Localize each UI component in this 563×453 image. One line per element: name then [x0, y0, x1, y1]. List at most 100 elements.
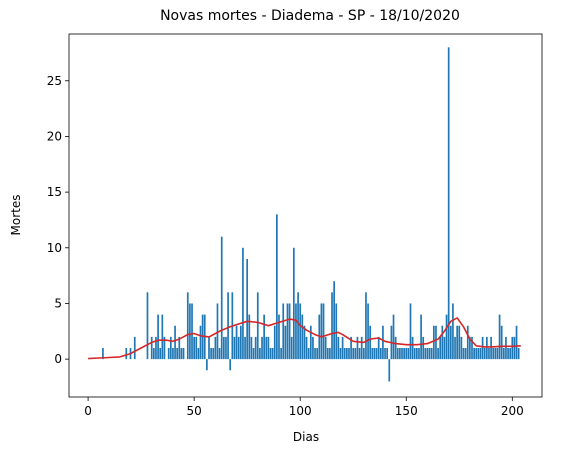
bar — [259, 348, 261, 360]
bar — [155, 336, 157, 360]
y-tick-label: 10 — [47, 241, 62, 255]
bar — [405, 348, 408, 360]
bar — [278, 314, 280, 360]
bar — [267, 336, 270, 360]
bar — [392, 314, 395, 360]
bar — [460, 336, 463, 360]
bar — [382, 325, 384, 360]
bar — [322, 303, 325, 360]
bar — [498, 314, 501, 360]
y-axis-label: Mortes — [9, 195, 23, 236]
bar — [206, 359, 208, 371]
bar — [367, 303, 369, 360]
bar — [235, 325, 238, 360]
bar — [265, 336, 268, 360]
bar — [254, 336, 257, 360]
bar — [216, 303, 219, 360]
bar — [437, 348, 439, 360]
bar — [426, 348, 429, 360]
bar — [360, 336, 363, 360]
bar — [481, 336, 484, 360]
bar — [214, 336, 217, 360]
y-tick-label: 20 — [47, 129, 62, 143]
bar — [424, 348, 427, 360]
trend-line-series — [88, 317, 521, 360]
bar — [292, 247, 295, 360]
bar — [379, 348, 382, 360]
bar — [161, 314, 164, 360]
bar — [309, 325, 312, 360]
bar — [384, 348, 386, 360]
bar — [197, 348, 200, 360]
bar — [191, 303, 193, 360]
bar — [477, 348, 480, 360]
chart-title: Novas mortes - Diadema - SP - 18/10/2020 — [160, 8, 460, 24]
bar — [299, 303, 302, 360]
bar — [348, 348, 350, 360]
bar — [227, 292, 229, 360]
x-tick-label: 200 — [501, 404, 524, 418]
bar — [333, 281, 335, 360]
bar — [320, 303, 323, 360]
bar — [462, 348, 465, 360]
bar — [199, 325, 202, 360]
x-tick-label: 50 — [187, 404, 202, 418]
bar — [186, 292, 189, 360]
bar — [369, 325, 372, 360]
bar — [447, 47, 450, 360]
bar — [239, 325, 242, 360]
bar — [324, 336, 327, 360]
bar — [449, 325, 452, 360]
bar — [133, 336, 136, 360]
y-tick-label: 15 — [47, 185, 62, 199]
bar — [314, 348, 316, 360]
bar — [505, 336, 507, 360]
bar — [303, 325, 306, 360]
bar — [331, 292, 333, 360]
bar — [413, 348, 416, 360]
trend-line — [88, 317, 521, 360]
bar — [261, 336, 263, 360]
bar — [295, 303, 297, 360]
bar — [276, 214, 278, 360]
bar — [269, 348, 272, 360]
bar — [233, 336, 236, 360]
bar — [208, 336, 210, 360]
bar — [454, 336, 456, 360]
bar — [225, 336, 227, 360]
bar — [252, 348, 255, 360]
y-tick-label: 25 — [47, 74, 62, 88]
x-axis-ticks: 0 50 100 150 200 — [84, 397, 524, 418]
bar — [399, 348, 401, 360]
bar — [210, 348, 212, 360]
bar — [307, 348, 310, 360]
bar — [271, 348, 274, 360]
bar — [193, 336, 195, 360]
bar — [159, 348, 162, 360]
bar — [486, 336, 488, 360]
bar — [244, 336, 246, 360]
x-tick-label: 0 — [84, 404, 92, 418]
bar — [456, 325, 459, 360]
bar — [284, 325, 287, 360]
bar — [339, 348, 342, 360]
bar — [432, 325, 435, 360]
y-tick-label: 0 — [54, 352, 62, 366]
bar — [229, 359, 232, 371]
bar — [182, 348, 185, 360]
bar — [329, 348, 331, 360]
bar — [439, 336, 442, 360]
bar — [246, 258, 249, 360]
bar — [488, 348, 490, 360]
bar — [180, 348, 183, 360]
bar — [356, 336, 359, 360]
bar — [511, 336, 514, 360]
bar — [195, 336, 198, 360]
y-tick-label: 5 — [54, 296, 62, 310]
bar — [282, 303, 285, 360]
bar — [375, 348, 378, 360]
x-axis-label: Dias — [293, 430, 319, 444]
bar — [242, 247, 244, 360]
